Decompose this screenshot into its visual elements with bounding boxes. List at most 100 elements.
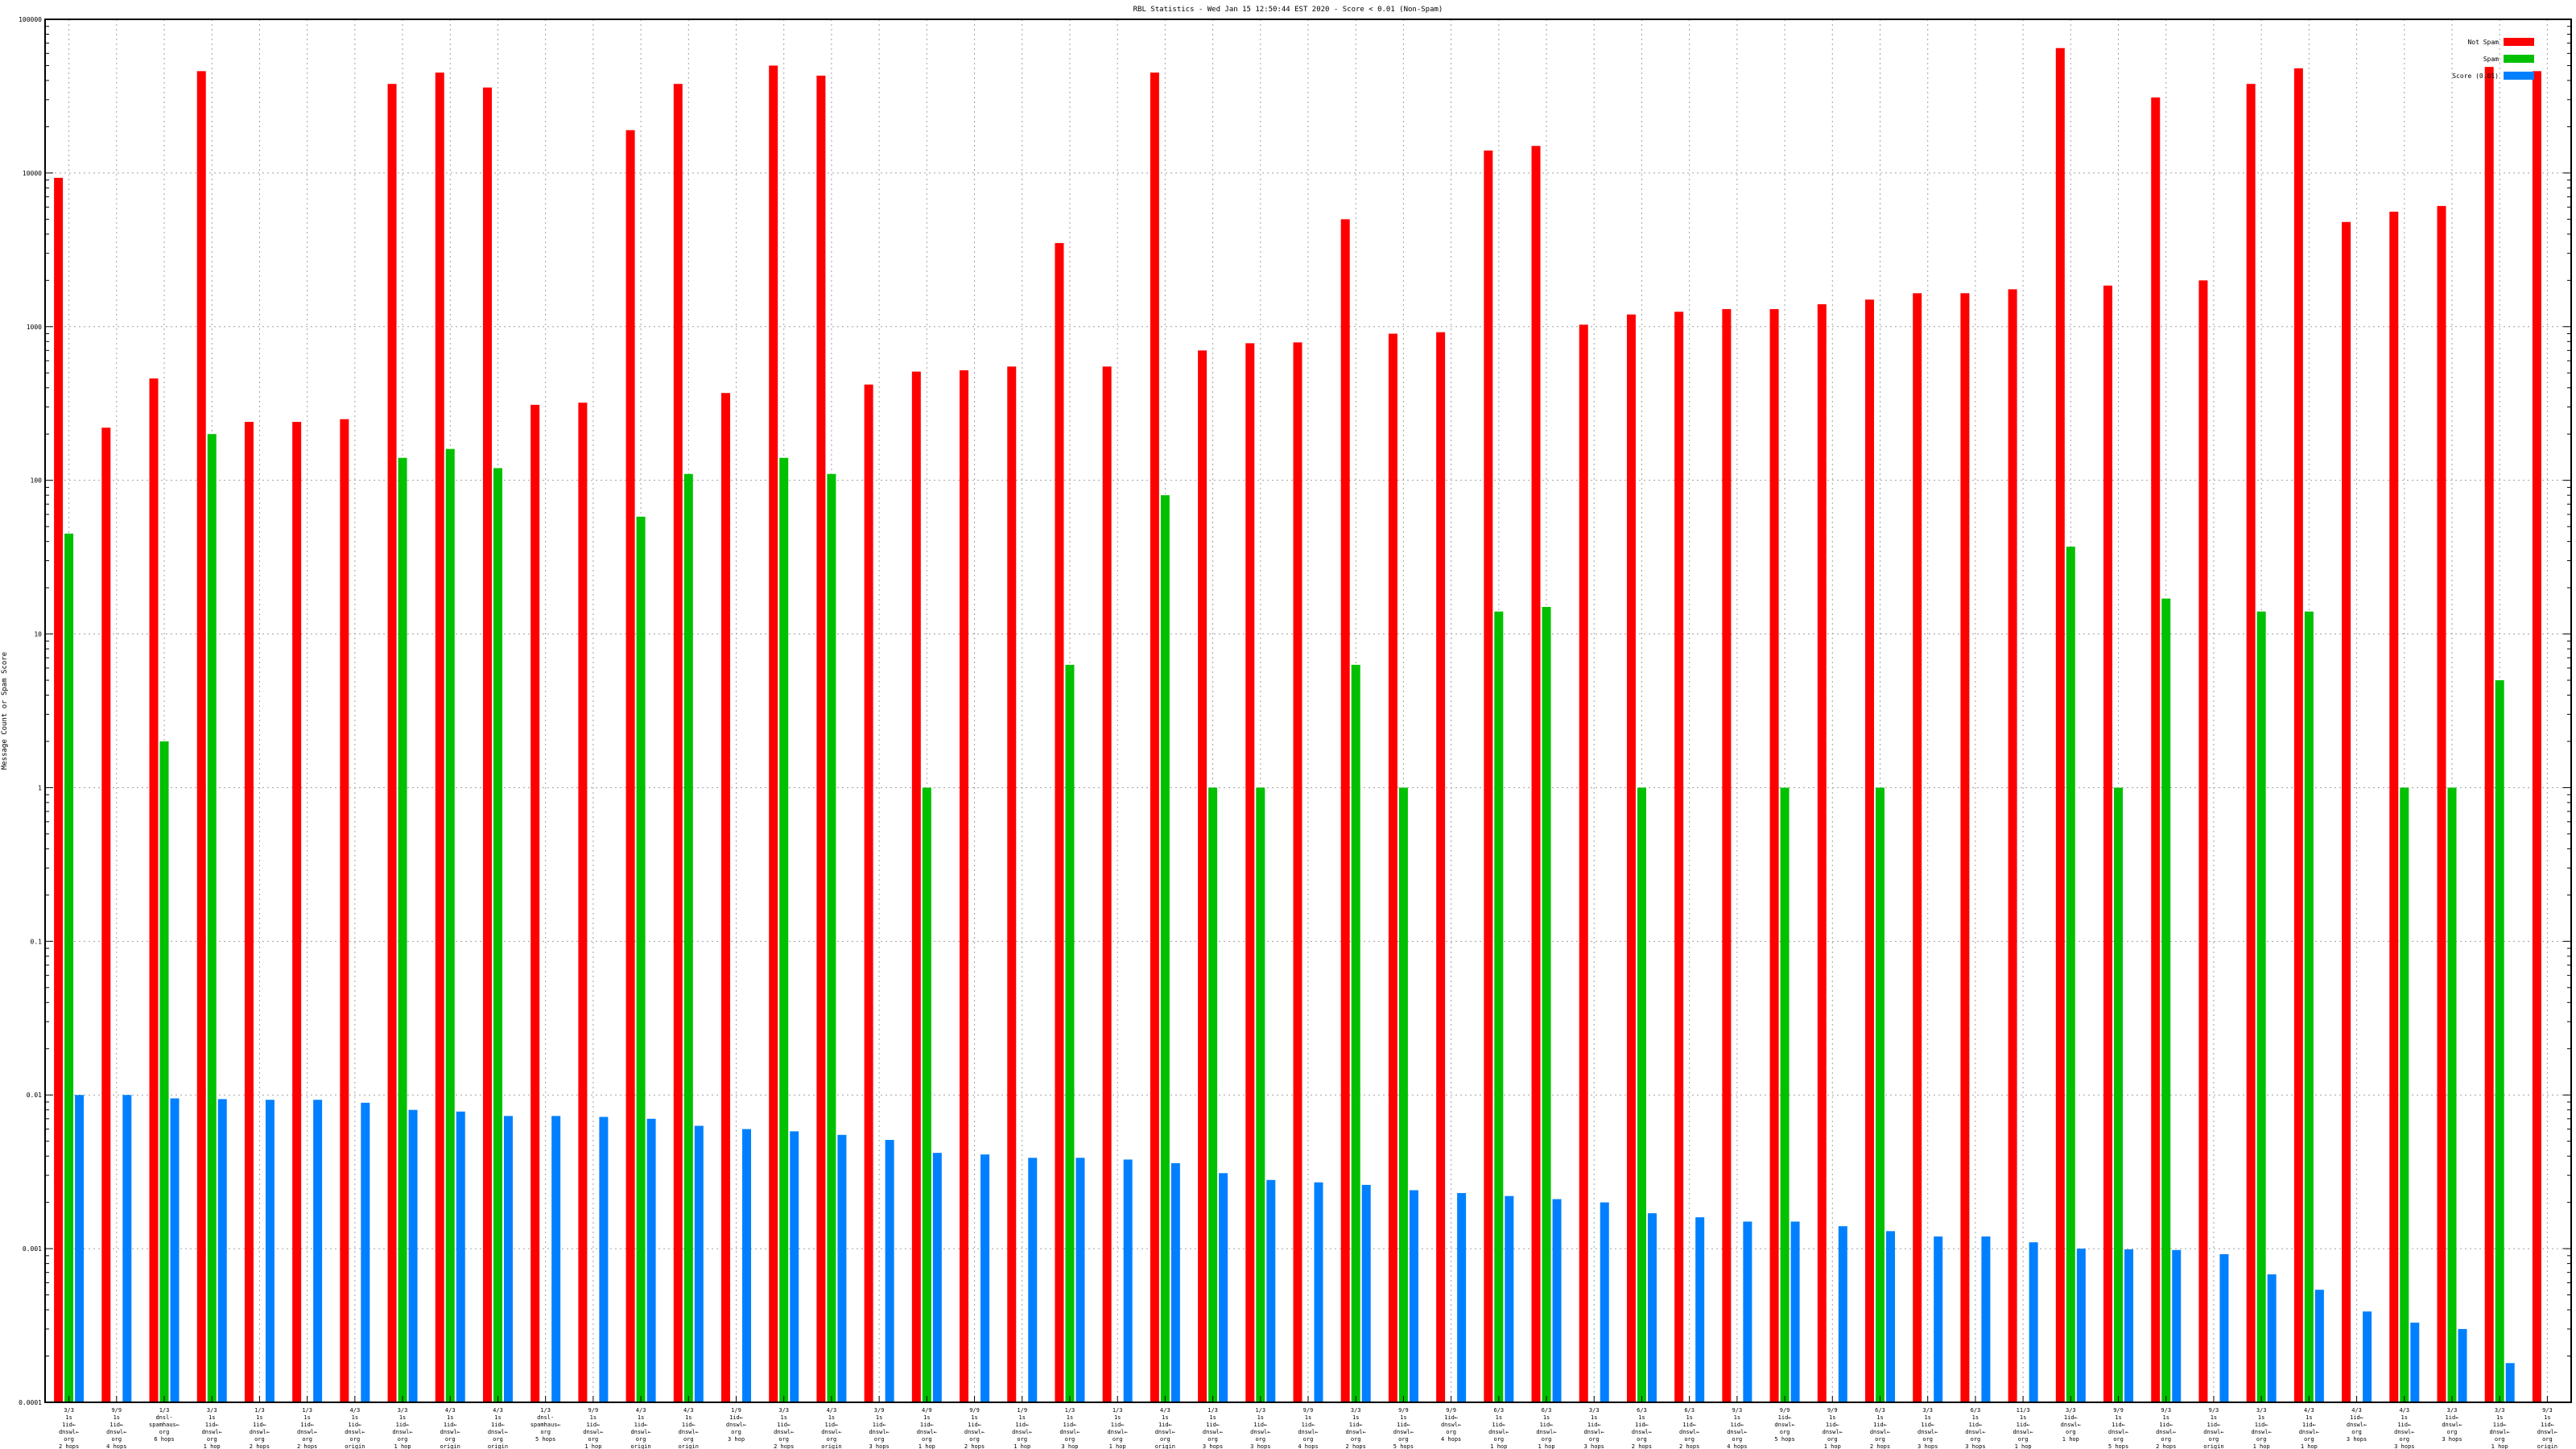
bar-not-spam [482,87,492,1403]
x-tick-label: 4/3 1s 1id← dnswl← org origin [345,1407,365,1449]
bar-spam [398,457,407,1402]
bar-score-0-01 [980,1154,990,1402]
legend-label: Score (0.01) [2452,72,2499,80]
bar-spam [1351,664,1360,1402]
bar-score-0-01 [1123,1159,1133,1402]
bar-score-0-01 [1934,1236,1943,1402]
x-tick-label: 1/9 1id← dnswl← org 3 hop [726,1407,746,1443]
legend-label: Not Spam [2467,39,2499,46]
bar-score-0-01 [313,1100,323,1402]
bar-not-spam [387,84,397,1403]
x-tick-label: 11/3 1s 1id← dnswl← org 1 hop [2013,1407,2033,1449]
bar-not-spam [2532,71,2541,1403]
x-tick-label: 3/3 1s 1id← dnswl← org 3 hops [1584,1407,1604,1449]
x-tick-label: 4/3 1s 1id← dnswl← org origin [821,1407,841,1449]
bar-not-spam [673,84,683,1403]
x-tick-label: 9/9 1s 1id← dnswl← org 5 hops [1393,1407,1414,1449]
y-tick-label: 0.1 [31,938,43,945]
bar-not-spam [2008,289,2017,1402]
bar-not-spam [1007,366,1017,1403]
bar-spam [827,473,836,1402]
bar-not-spam [292,422,302,1402]
bar-score-0-01 [1409,1190,1418,1402]
x-tick-label: 1/3 dnsl-spamhaus← org 6 hops [149,1407,180,1443]
x-tick-label: 9/3 1s 1id← dnswl← org 2 hops [2156,1407,2176,1449]
y-tick-label: 100000 [19,16,42,23]
bar-score-0-01 [503,1116,513,1402]
bar-score-0-01 [2219,1254,2229,1402]
bar-not-spam [340,419,349,1402]
bar-not-spam [1769,309,1779,1403]
y-tick-label: 0.0001 [19,1399,42,1406]
bar-not-spam [1388,333,1397,1403]
bar-spam [1256,787,1265,1402]
bar-spam [1542,606,1551,1402]
bar-not-spam [1198,350,1208,1403]
bar-score-0-01 [1505,1195,1514,1402]
bar-score-0-01 [456,1111,465,1402]
y-tick-label: 10000 [23,170,42,177]
bar-not-spam [2293,68,2303,1402]
bar-score-0-01 [2172,1249,2182,1402]
bar-spam [2495,680,2504,1402]
bar-score-0-01 [2076,1249,2086,1402]
x-tick-label: 3/3 1s 1id← dnswl← org 1 hop [202,1407,222,1449]
bar-spam [1160,495,1170,1402]
x-tick-label: 6/3 1s 1id← dnswl← org 2 hops [1870,1407,1890,1449]
bar-not-spam [1626,314,1636,1402]
x-tick-label: 9/3 1s 1id← dnswl← org origin [2537,1407,2557,1449]
x-tick-label: 6/3 1s 1id← dnswl← org 2 hops [1632,1407,1652,1449]
x-tick-label: 4/9 1s 1id← dnswl← org 1 hop [917,1407,937,1449]
x-tick-label: 6/3 1s 1id← dnswl← org 3 hops [1965,1407,1985,1449]
bar-not-spam [721,393,731,1403]
x-tick-label: 9/3 1s 1id← dnswl← org 4 hops [1727,1407,1747,1449]
bar-score-0-01 [361,1102,370,1402]
bar-score-0-01 [1695,1217,1705,1402]
bar-not-spam [1340,219,1350,1402]
bar-not-spam [2342,221,2351,1403]
bar-not-spam [1817,303,1827,1402]
bars [54,47,2541,1403]
bar-not-spam [530,404,540,1402]
bar-not-spam [911,371,921,1403]
x-tick-label: 4/3 1s 1id← dnswl← org origin [630,1407,650,1449]
bar-score-0-01 [551,1116,561,1402]
x-tick-label: 4/3 1s 1id← dnswl← org origin [679,1407,699,1449]
bar-spam [779,457,789,1402]
bar-spam [1494,611,1504,1402]
bar-not-spam [1055,242,1064,1402]
x-tick-label: 3/3 1s 1id← dnswl← org 2 hops [774,1407,794,1449]
bar-spam [2447,787,2457,1402]
bar-score-0-01 [170,1098,180,1402]
bar-spam [1398,787,1408,1402]
y-tick-label: 10 [34,631,42,638]
bar-score-0-01 [1790,1221,1800,1402]
bar-score-0-01 [1457,1193,1467,1402]
x-tick-label: 9/9 1id← dnswl← org 4 hops [1441,1407,1461,1443]
bar-not-spam [1436,332,1446,1402]
bar-score-0-01 [790,1131,799,1402]
bar-not-spam [2151,97,2161,1403]
bar-not-spam [149,378,159,1402]
bar-not-spam [1960,293,1970,1403]
bar-not-spam [2389,211,2399,1402]
bar-not-spam [2198,280,2208,1403]
legend-swatch [2504,55,2534,63]
bar-score-0-01 [75,1095,85,1402]
bar-not-spam [816,75,826,1402]
bar-not-spam [769,65,778,1403]
bar-spam [2066,547,2075,1402]
bar-spam [1637,787,1646,1402]
bar-spam [2400,787,2409,1402]
x-tick-label: 4/3 1id← dnswl← org 3 hops [2347,1407,2367,1443]
bar-score-0-01 [1981,1236,1991,1402]
bar-score-0-01 [217,1099,227,1402]
bar-score-0-01 [1743,1221,1752,1402]
x-tick-label: 3/3 1s 1id← dnswl← org 2 hops [1346,1407,1366,1449]
bar-spam [2304,611,2314,1402]
bar-spam [1208,787,1218,1402]
bar-score-0-01 [2363,1311,2372,1402]
bar-not-spam [2437,205,2446,1402]
bar-not-spam [1102,366,1112,1403]
bar-score-0-01 [1314,1182,1323,1402]
